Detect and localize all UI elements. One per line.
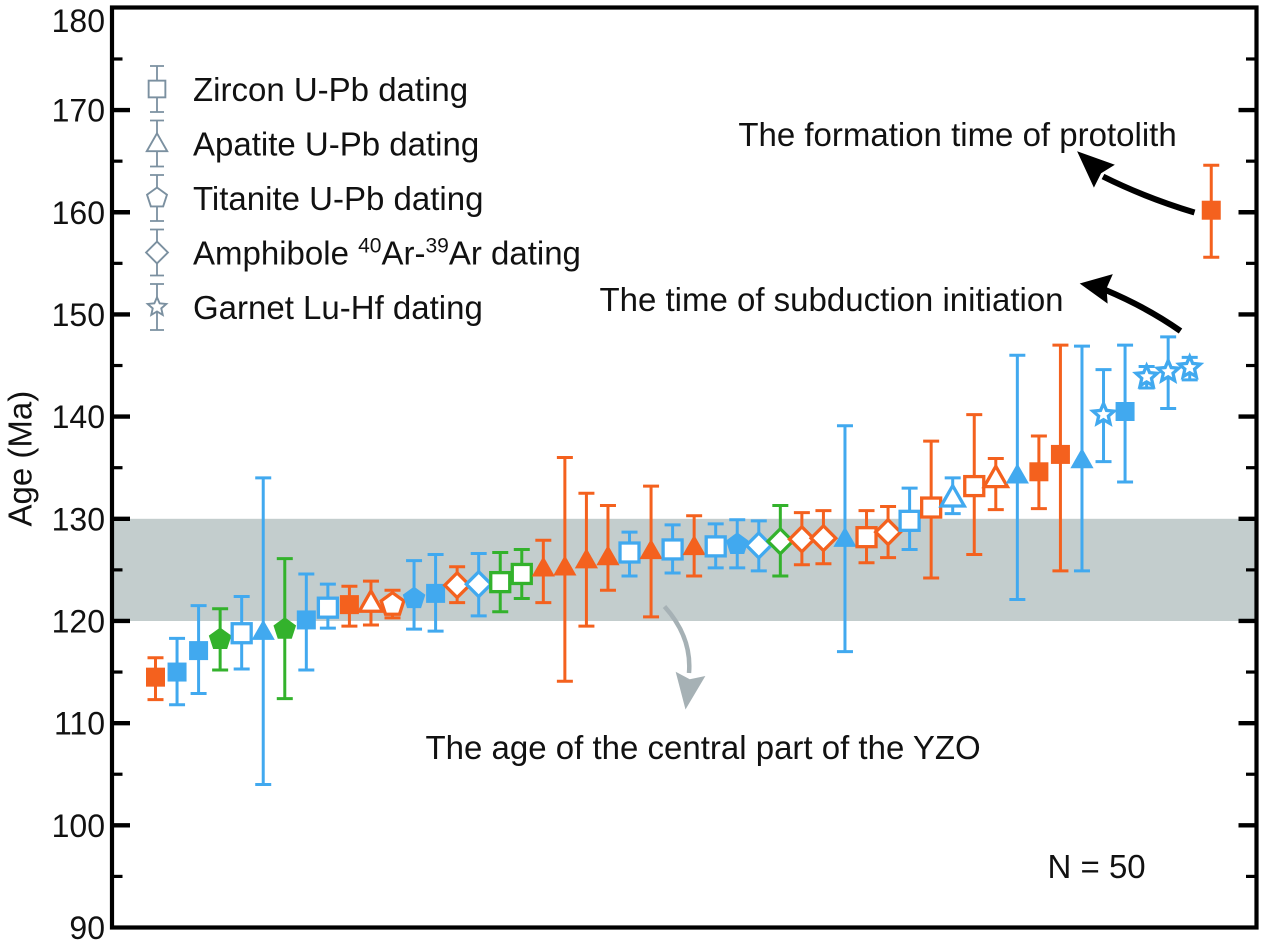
svg-text:120: 120 <box>52 604 105 640</box>
svg-text:Age (Ma): Age (Ma) <box>2 391 39 527</box>
svg-text:The time of subduction initiat: The time of subduction initiation <box>599 281 1063 318</box>
svg-text:Apatite U-Pb dating: Apatite U-Pb dating <box>193 126 479 163</box>
svg-text:150: 150 <box>52 297 105 333</box>
svg-text:100: 100 <box>52 808 105 844</box>
svg-text:110: 110 <box>54 706 105 742</box>
svg-text:90: 90 <box>69 910 105 946</box>
svg-text:130: 130 <box>52 501 105 537</box>
svg-text:N = 50: N = 50 <box>1048 848 1146 885</box>
svg-text:The formation time of protolit: The formation time of protolith <box>738 116 1176 153</box>
svg-text:140: 140 <box>52 399 105 435</box>
svg-text:The age of the central part of: The age of the central part of the YZO <box>426 729 981 766</box>
svg-text:170: 170 <box>52 93 105 129</box>
svg-text:Garnet Lu-Hf dating: Garnet Lu-Hf dating <box>193 289 483 326</box>
svg-text:160: 160 <box>52 195 105 231</box>
svg-text:Zircon U-Pb dating: Zircon U-Pb dating <box>193 71 468 108</box>
svg-text:Amphibole 40Ar-39Ar dating: Amphibole 40Ar-39Ar dating <box>193 235 581 272</box>
svg-text:180: 180 <box>52 3 105 39</box>
svg-text:Titanite U-Pb dating: Titanite U-Pb dating <box>193 180 483 217</box>
